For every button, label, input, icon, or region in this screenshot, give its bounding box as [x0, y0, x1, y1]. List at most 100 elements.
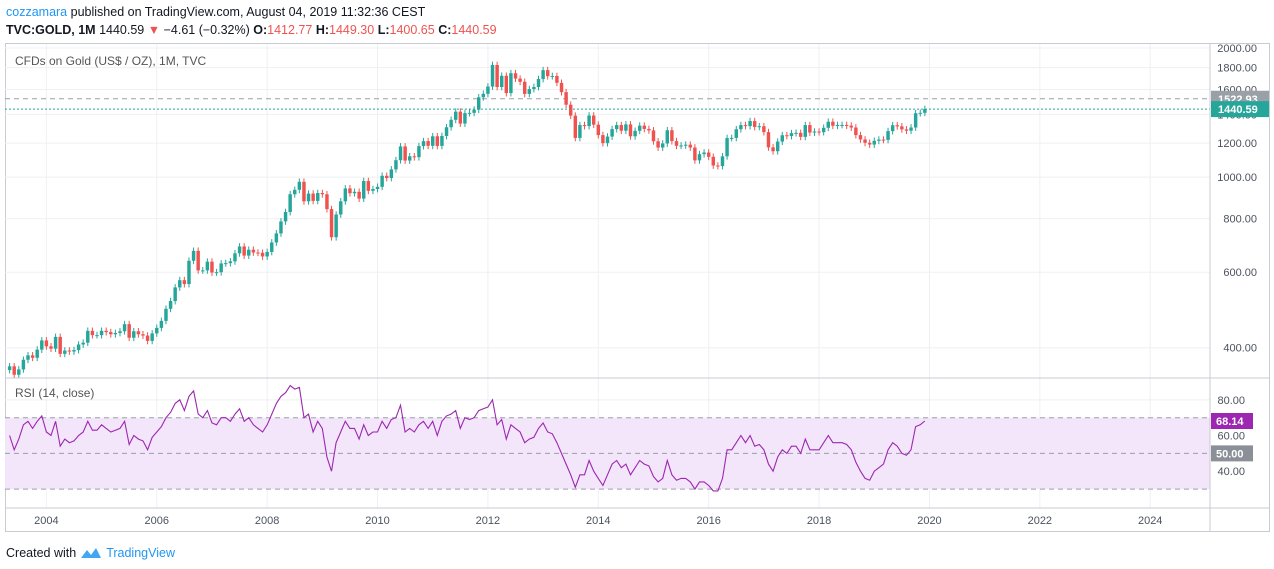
last-price-badge	[1211, 101, 1269, 118]
rsi-line	[9, 384, 926, 492]
high-label: H:	[315, 23, 330, 37]
candle-body	[214, 272, 219, 274]
candle-body	[385, 175, 389, 179]
candle-body	[260, 252, 265, 257]
candle-body	[739, 125, 743, 130]
candle-body	[316, 193, 320, 201]
candle-body	[674, 141, 679, 146]
candle-body	[711, 156, 716, 166]
high-value: 1449.30	[329, 23, 375, 37]
candle-body	[766, 132, 771, 148]
candle-body	[564, 92, 568, 105]
low-value: 1400.65	[389, 23, 435, 37]
candle-body	[233, 253, 237, 262]
x-tick-label: 2008	[255, 515, 279, 527]
candle-body	[375, 186, 380, 190]
candle-body	[858, 135, 863, 140]
candle-body	[339, 201, 343, 215]
candle-body	[854, 127, 858, 136]
candle-body	[504, 75, 509, 94]
candle-body	[601, 135, 605, 144]
candle-body	[610, 129, 614, 137]
candle-body	[509, 73, 513, 94]
candle-body	[716, 165, 720, 167]
tradingview-brand-link[interactable]: TradingView	[106, 546, 175, 560]
candle-body	[872, 140, 876, 145]
candle-body	[559, 82, 564, 93]
candle-body	[398, 146, 403, 161]
candle-body	[76, 344, 81, 351]
candle-body	[780, 135, 784, 142]
candle-body	[7, 366, 12, 371]
candle-body	[132, 331, 136, 338]
candle-body	[913, 113, 918, 128]
candle-body	[720, 156, 725, 167]
candle-body	[81, 342, 85, 345]
candle-body	[895, 125, 899, 127]
candle-body	[187, 260, 191, 285]
candle-body	[683, 144, 688, 146]
candle-body	[435, 136, 440, 146]
candle-body	[803, 125, 807, 137]
open-value: 1412.77	[267, 23, 313, 37]
rsi-tick-label: 60.00	[1217, 431, 1245, 443]
candle-body	[389, 169, 394, 179]
candle-body	[499, 75, 504, 88]
candle-body	[242, 246, 246, 256]
publish-line: cozzamara published on TradingView.com, …	[6, 3, 497, 21]
candle-body	[237, 246, 242, 254]
footer: Created with TradingView	[6, 546, 175, 560]
candle-body	[421, 141, 426, 147]
candle-body	[302, 181, 306, 202]
reference-lines	[5, 98, 1210, 490]
candle-body	[734, 129, 739, 138]
candle-body	[155, 327, 159, 334]
candle-body	[665, 130, 670, 144]
candle-body	[619, 125, 624, 131]
candle-body	[660, 143, 665, 148]
candle-body	[582, 125, 587, 127]
author-link[interactable]: cozzamara	[6, 5, 68, 19]
price-change: −4.61 (−0.32%)	[163, 23, 250, 37]
candle-body	[545, 70, 550, 77]
candle-body	[362, 181, 366, 199]
candle-body	[909, 127, 913, 131]
candle-body	[40, 340, 44, 350]
x-tick-label: 2004	[34, 515, 58, 527]
candle-body	[587, 115, 591, 127]
candle-body	[311, 193, 315, 201]
candle-body	[555, 75, 559, 83]
chart-header: cozzamara published on TradingView.com, …	[6, 3, 497, 39]
x-tick-label: 2020	[917, 515, 941, 527]
candle-body	[219, 263, 223, 273]
candle-body	[568, 104, 573, 116]
candle-body	[840, 124, 844, 126]
candle-body	[150, 333, 154, 341]
candle-body	[647, 128, 651, 131]
axis-layer: 2004 2006 2008 2010 2012 2014 2016 2018 2020 2022…	[5, 43, 1270, 532]
candle-body	[467, 112, 472, 114]
low-label: L:	[377, 23, 390, 37]
open-label: O:	[253, 23, 268, 37]
candle-body	[656, 141, 660, 148]
candle-body	[21, 359, 26, 370]
tradingview-logo-icon	[81, 548, 102, 558]
candle-body	[329, 209, 334, 238]
x-tick-label: 2022	[1028, 515, 1052, 527]
candle-body	[205, 261, 210, 271]
candle-body	[136, 331, 141, 335]
candle-body	[605, 136, 610, 144]
candle-body	[104, 330, 108, 333]
candle-body	[173, 287, 177, 302]
candle-body	[279, 221, 283, 234]
candle-body	[159, 320, 164, 328]
candle-body	[454, 111, 458, 120]
candle-body	[182, 280, 187, 285]
candle-body	[90, 330, 95, 336]
candle-body	[426, 141, 430, 146]
candle-body	[835, 124, 840, 126]
down-arrow-icon: ▼	[147, 23, 161, 37]
candle-body	[831, 121, 835, 126]
candle-body	[145, 335, 150, 341]
